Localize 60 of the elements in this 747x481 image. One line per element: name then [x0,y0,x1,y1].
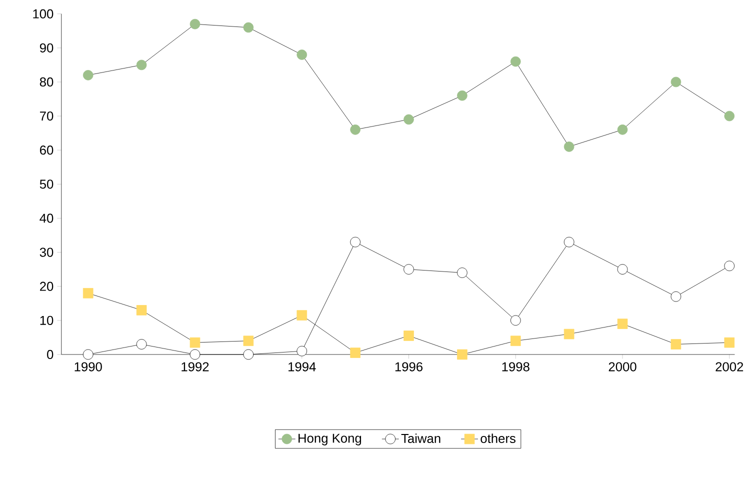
y-tick-label: 30 [40,248,54,257]
x-tick-label: 2002 [716,362,744,372]
y-tick-label: 40 [40,214,54,223]
point [243,336,254,346]
y-tick-label: 50 [40,180,54,189]
y-tick-label: 90 [40,43,54,52]
x-tick-label: 1990 [74,362,102,372]
point [82,70,94,80]
point [350,124,360,135]
point [404,114,414,124]
point [564,328,574,340]
legend-label: Taiwan [401,433,440,443]
point [190,349,200,360]
y-tick-label: 0 [47,350,54,359]
point [136,304,147,316]
point [136,339,147,350]
point [404,330,414,341]
point [457,267,468,278]
point [457,90,468,101]
y-tick-label: 70 [40,111,54,120]
point [670,291,682,302]
point [243,349,254,360]
legend-label: others [480,433,516,443]
point [724,337,735,348]
point [510,336,521,346]
y-tick-label: 60 [40,145,54,155]
point [190,18,200,30]
point [136,60,147,70]
x-tick-label: 2000 [608,362,636,372]
point [190,337,200,348]
legend-label: Hong Kong [298,434,362,446]
point [724,110,735,122]
point [350,348,360,358]
point [670,339,682,350]
point [617,124,628,135]
point [243,22,254,33]
point [724,260,735,271]
point [510,56,521,67]
point [296,49,308,60]
x-tick-label: 1994 [288,362,316,372]
x-tick-label: 1998 [502,362,530,372]
y-tick-label: 80 [40,77,54,86]
point [564,141,574,152]
y-tick-label: 100 [33,9,54,18]
point [510,315,521,326]
y-tick-label: 20 [40,282,54,291]
point [82,349,94,360]
point [296,310,308,320]
point [457,349,468,360]
x-tick-label: 1996 [395,362,423,372]
y-tick-label: 10 [40,316,54,325]
point [617,264,628,274]
point [404,264,414,274]
point [617,318,628,329]
point [564,236,574,248]
point [670,76,682,88]
point [350,236,360,248]
point [296,346,308,356]
point [82,288,94,298]
x-tick-label: 1992 [182,362,209,372]
